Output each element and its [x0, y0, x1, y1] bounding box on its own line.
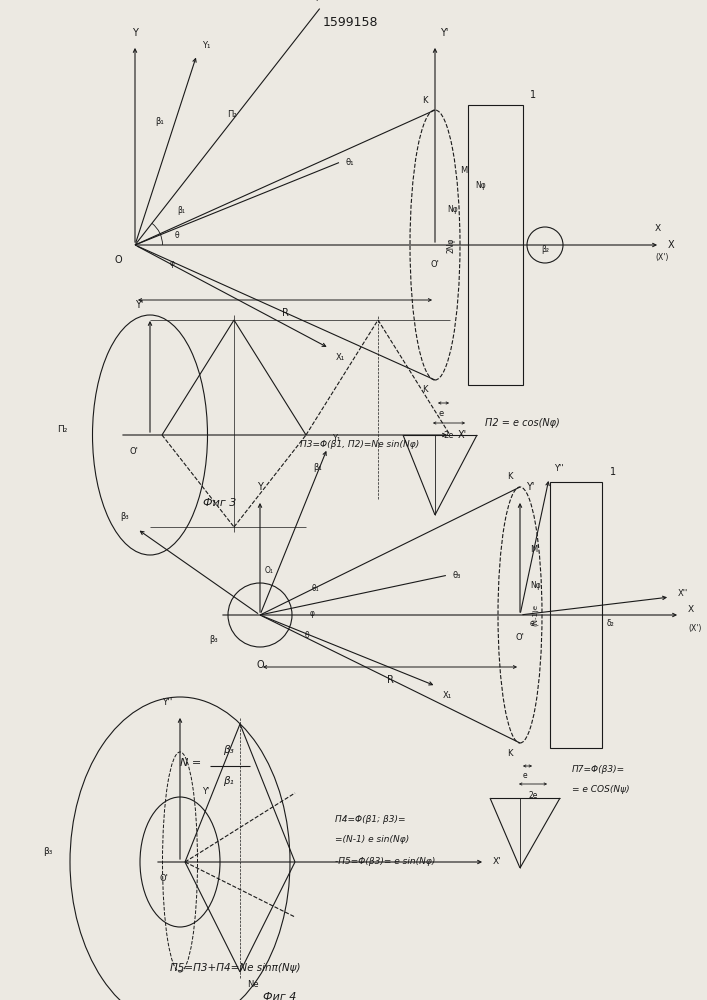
Text: X': X' — [493, 857, 502, 866]
Text: θ₁: θ₁ — [312, 584, 320, 593]
Text: β₁: β₁ — [177, 206, 185, 215]
Text: Y'': Y'' — [554, 464, 563, 473]
Text: (X'): (X') — [688, 624, 701, 634]
Text: R: R — [281, 308, 288, 318]
Text: δ₂: δ₂ — [607, 618, 615, 628]
Text: 2e: 2e — [528, 791, 538, 800]
Text: β₁: β₁ — [314, 463, 322, 472]
Text: Y': Y' — [526, 482, 534, 492]
Text: K: K — [508, 472, 513, 481]
Text: X₁: X₁ — [337, 353, 346, 362]
Text: X: X — [655, 224, 661, 233]
Text: e: e — [438, 409, 443, 418]
Text: O': O' — [431, 260, 440, 269]
Text: β₃: β₃ — [120, 512, 129, 521]
Text: П₂: П₂ — [228, 110, 237, 119]
Text: O': O' — [129, 447, 138, 456]
Text: φ: φ — [170, 258, 175, 267]
Bar — [468, 105, 523, 385]
Text: 1: 1 — [530, 90, 536, 100]
Text: X₁: X₁ — [443, 691, 452, 700]
Text: N =: N = — [180, 758, 201, 768]
Text: Y': Y' — [440, 28, 448, 38]
Text: R: R — [387, 675, 393, 685]
Text: X: X — [668, 240, 674, 250]
Text: M: M — [460, 166, 468, 175]
Text: Y₁: Y₁ — [201, 41, 210, 50]
Text: K: K — [423, 96, 428, 105]
Text: Y: Y — [257, 482, 263, 492]
Text: θ: θ — [175, 231, 180, 239]
Text: Nφ: Nφ — [475, 180, 486, 190]
Text: -Π5=Φ(β3)= e sin(Nφ): -Π5=Φ(β3)= e sin(Nφ) — [335, 857, 436, 866]
Text: =(N-1) e sin(Nφ): =(N-1) e sin(Nφ) — [335, 836, 409, 844]
Text: θ: θ — [305, 631, 310, 640]
Text: O: O — [256, 660, 264, 670]
Text: Y'': Y'' — [162, 698, 172, 707]
Text: θ₁: θ₁ — [346, 158, 354, 167]
Text: β₁: β₁ — [223, 776, 233, 786]
Text: β₃: β₃ — [223, 745, 233, 755]
Text: X'': X'' — [678, 588, 688, 597]
Text: Фиг 4: Фиг 4 — [263, 992, 297, 1000]
Text: K: K — [423, 385, 428, 394]
Text: (X'): (X') — [655, 253, 668, 262]
Text: X': X' — [458, 430, 467, 440]
Text: Π7=Φ(β3)=: Π7=Φ(β3)= — [572, 766, 625, 774]
Text: e: e — [522, 772, 527, 780]
Text: Π4=Φ(β1; β3)=: Π4=Φ(β1; β3)= — [335, 816, 406, 824]
Text: = e COS(Nψ): = e COS(Nψ) — [572, 786, 630, 794]
Text: O': O' — [515, 633, 525, 642]
Text: β₁: β₁ — [156, 117, 164, 126]
Text: K: K — [508, 749, 513, 758]
Text: Nφ: Nφ — [447, 206, 457, 215]
Text: 2e: 2e — [444, 430, 455, 440]
Text: Π5=Π3+Π4=Ne sinπ(Nψ): Π5=Π3+Π4=Ne sinπ(Nψ) — [170, 963, 300, 973]
Text: Y': Y' — [202, 788, 209, 796]
Text: M: M — [530, 546, 537, 554]
Text: Ne: Ne — [247, 980, 259, 989]
Text: (N-1)e: (N-1)e — [532, 604, 538, 626]
Text: Y₁: Y₁ — [332, 434, 341, 443]
Text: X: X — [688, 604, 694, 613]
Text: П₂: П₂ — [58, 426, 68, 434]
Text: 2Nφ: 2Nφ — [447, 237, 456, 253]
Text: O₁: O₁ — [265, 566, 274, 575]
Text: 1: 1 — [610, 467, 616, 477]
Text: Nφ: Nφ — [530, 580, 541, 589]
Text: Фиг 3: Фиг 3 — [204, 498, 237, 508]
Text: φ: φ — [310, 608, 315, 617]
Text: Π2 = e cos(Nφ): Π2 = e cos(Nφ) — [485, 418, 560, 428]
Text: β₃: β₃ — [42, 848, 52, 856]
Text: Π3=Φ(β1, Π2)=Ne sin(Nφ): Π3=Φ(β1, Π2)=Ne sin(Nφ) — [300, 440, 419, 449]
Text: β₃: β₃ — [209, 636, 218, 645]
Text: 1599158: 1599158 — [322, 16, 378, 29]
Text: Y': Y' — [134, 300, 143, 310]
Text: β₂: β₂ — [541, 245, 549, 254]
Text: O: O — [115, 255, 122, 265]
Text: θ₃: θ₃ — [453, 571, 461, 580]
Text: e: e — [530, 618, 534, 628]
Text: Y: Y — [132, 28, 138, 38]
Bar — [550, 482, 602, 748]
Text: O': O' — [159, 874, 168, 883]
